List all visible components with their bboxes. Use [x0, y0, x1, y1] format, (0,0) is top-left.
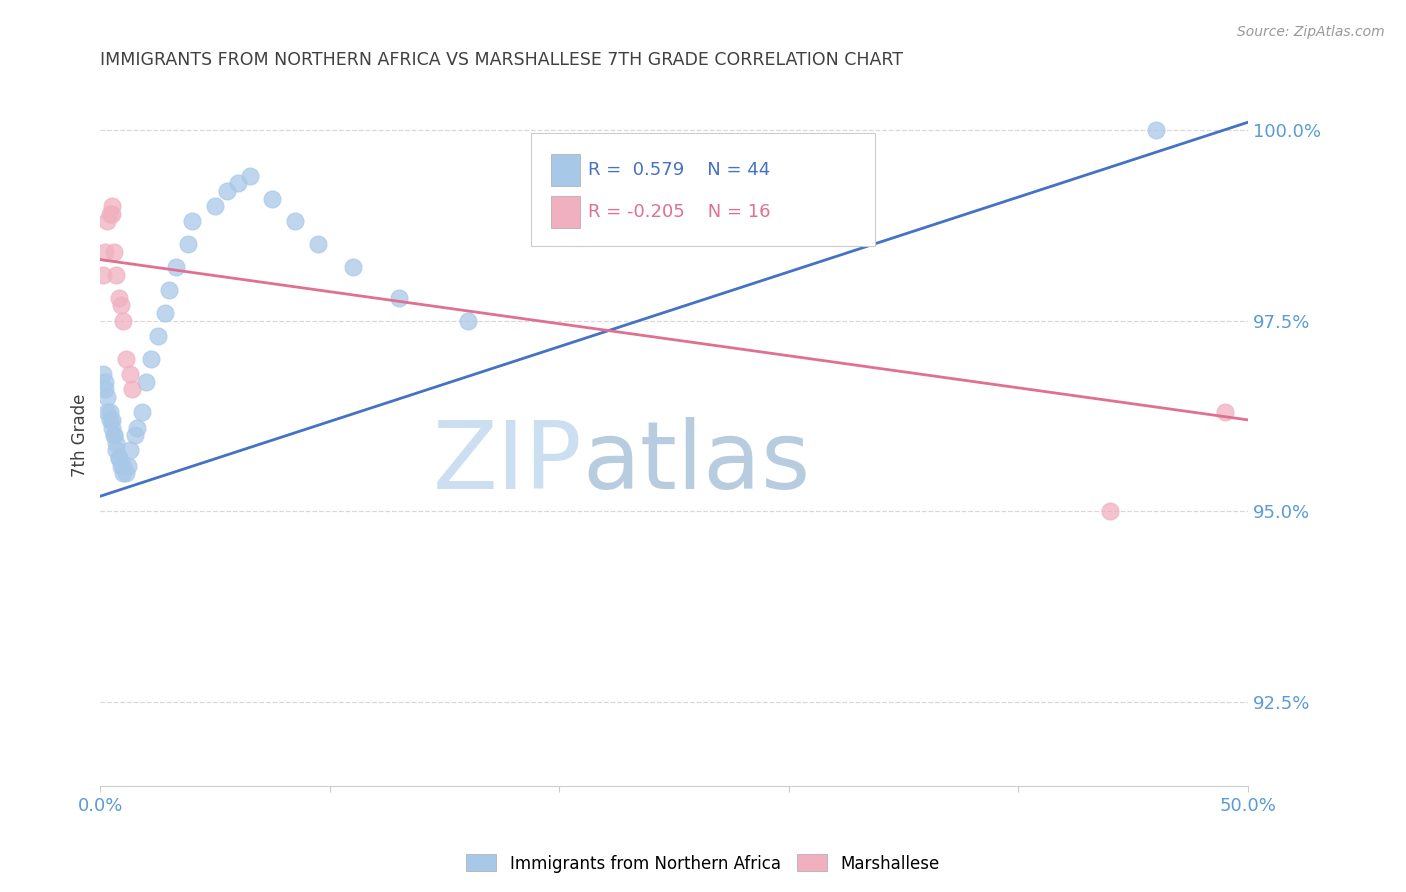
Point	[1099, 504, 1122, 518]
Point	[1213, 405, 1236, 419]
Legend: Immigrants from Northern Africa, Marshallese: Immigrants from Northern Africa, Marshal…	[460, 847, 946, 880]
Point	[131, 405, 153, 419]
Point	[101, 207, 124, 221]
FancyBboxPatch shape	[530, 133, 875, 245]
Text: ZIP: ZIP	[433, 417, 582, 509]
Point	[101, 199, 124, 213]
Point	[112, 314, 135, 328]
Point	[457, 314, 479, 328]
Point	[98, 413, 121, 427]
Point	[146, 329, 169, 343]
Point	[94, 375, 117, 389]
Text: IMMIGRANTS FROM NORTHERN AFRICA VS MARSHALLESE 7TH GRADE CORRELATION CHART: IMMIGRANTS FROM NORTHERN AFRICA VS MARSH…	[100, 51, 903, 69]
Point	[103, 428, 125, 442]
Point	[96, 405, 118, 419]
Point	[103, 428, 125, 442]
Point	[96, 390, 118, 404]
Point	[103, 245, 125, 260]
Point	[107, 450, 129, 465]
Text: R =  0.579    N = 44: R = 0.579 N = 44	[588, 161, 770, 178]
Point	[307, 237, 329, 252]
Point	[284, 214, 307, 228]
Point	[110, 458, 132, 473]
Point	[114, 467, 136, 481]
Point	[153, 306, 176, 320]
Point	[342, 260, 364, 275]
Point	[262, 192, 284, 206]
Point	[114, 351, 136, 366]
Point	[107, 450, 129, 465]
Point	[139, 351, 162, 366]
Point	[181, 214, 204, 228]
Point	[709, 138, 731, 153]
Point	[121, 382, 143, 396]
Point	[98, 207, 121, 221]
Point	[91, 367, 114, 381]
Point	[176, 237, 198, 252]
Point	[204, 199, 226, 213]
Point	[120, 367, 142, 381]
Point	[96, 214, 118, 228]
FancyBboxPatch shape	[551, 196, 581, 228]
Point	[226, 177, 249, 191]
Point	[238, 169, 260, 183]
Point	[117, 458, 139, 473]
Text: atlas: atlas	[582, 417, 810, 509]
Point	[110, 298, 132, 312]
Point	[1144, 123, 1167, 137]
Point	[165, 260, 187, 275]
Point	[101, 413, 124, 427]
Text: Source: ZipAtlas.com: Source: ZipAtlas.com	[1237, 25, 1385, 39]
Point	[101, 420, 124, 434]
Point	[105, 435, 128, 450]
Text: R = -0.205    N = 16: R = -0.205 N = 16	[588, 202, 770, 221]
Point	[215, 184, 238, 198]
Y-axis label: 7th Grade: 7th Grade	[72, 393, 89, 477]
Point	[125, 420, 148, 434]
Point	[135, 375, 157, 389]
Point	[91, 268, 114, 282]
Point	[388, 291, 411, 305]
Point	[105, 268, 128, 282]
Point	[120, 443, 142, 458]
Point	[107, 291, 129, 305]
Point	[105, 443, 128, 458]
Point	[112, 467, 135, 481]
Point	[157, 283, 180, 297]
Point	[94, 382, 117, 396]
FancyBboxPatch shape	[551, 154, 581, 186]
Point	[98, 405, 121, 419]
Point	[124, 428, 146, 442]
Point	[112, 458, 135, 473]
Point	[94, 245, 117, 260]
